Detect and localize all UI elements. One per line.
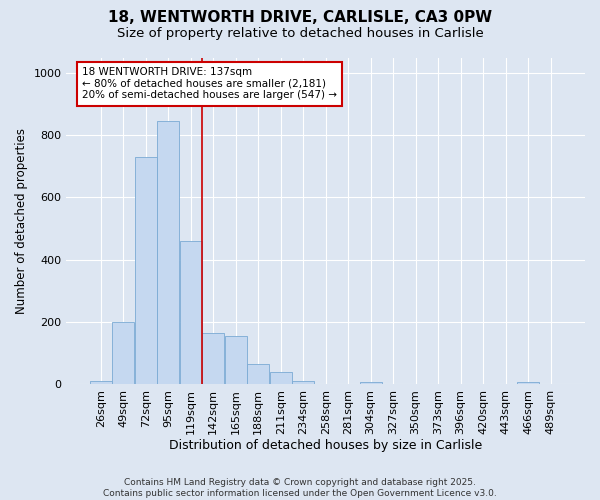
Bar <box>225 336 247 384</box>
Bar <box>247 364 269 384</box>
Bar <box>180 241 202 384</box>
Text: 18 WENTWORTH DRIVE: 137sqm
← 80% of detached houses are smaller (2,181)
20% of s: 18 WENTWORTH DRIVE: 137sqm ← 80% of deta… <box>82 68 337 100</box>
Bar <box>90 382 112 384</box>
Bar <box>360 382 382 384</box>
Y-axis label: Number of detached properties: Number of detached properties <box>15 128 28 314</box>
Text: Size of property relative to detached houses in Carlisle: Size of property relative to detached ho… <box>116 28 484 40</box>
Bar <box>270 372 292 384</box>
X-axis label: Distribution of detached houses by size in Carlisle: Distribution of detached houses by size … <box>169 440 482 452</box>
Bar <box>202 332 224 384</box>
Text: Contains HM Land Registry data © Crown copyright and database right 2025.
Contai: Contains HM Land Registry data © Crown c… <box>103 478 497 498</box>
Bar <box>112 322 134 384</box>
Text: 18, WENTWORTH DRIVE, CARLISLE, CA3 0PW: 18, WENTWORTH DRIVE, CARLISLE, CA3 0PW <box>108 10 492 25</box>
Bar <box>135 157 157 384</box>
Bar <box>157 121 179 384</box>
Bar <box>517 382 539 384</box>
Bar <box>292 381 314 384</box>
